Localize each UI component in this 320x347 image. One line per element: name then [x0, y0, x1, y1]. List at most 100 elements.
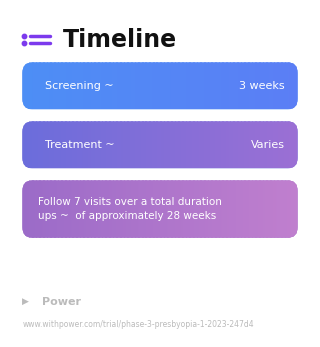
- Bar: [44, 121, 46, 168]
- Bar: [22, 180, 24, 238]
- Bar: [31, 62, 33, 109]
- Bar: [79, 121, 81, 168]
- Bar: [31, 180, 33, 238]
- Bar: [247, 180, 249, 238]
- Bar: [244, 180, 246, 238]
- Bar: [97, 121, 99, 168]
- Bar: [232, 180, 234, 238]
- Bar: [214, 121, 216, 168]
- Bar: [159, 62, 161, 109]
- Bar: [131, 180, 133, 238]
- Bar: [250, 121, 252, 168]
- Bar: [295, 180, 297, 238]
- Bar: [233, 121, 235, 168]
- Bar: [36, 121, 38, 168]
- Bar: [258, 180, 260, 238]
- Bar: [58, 121, 60, 168]
- Bar: [214, 180, 216, 238]
- Bar: [42, 121, 44, 168]
- Bar: [285, 121, 287, 168]
- Bar: [238, 62, 240, 109]
- Bar: [140, 62, 141, 109]
- Bar: [278, 180, 280, 238]
- Bar: [232, 62, 234, 109]
- Bar: [47, 121, 49, 168]
- Bar: [65, 62, 67, 109]
- Text: Power: Power: [42, 297, 81, 307]
- Bar: [82, 121, 84, 168]
- Bar: [220, 62, 223, 109]
- Bar: [28, 62, 30, 109]
- Bar: [258, 121, 260, 168]
- Bar: [183, 180, 185, 238]
- Bar: [71, 121, 73, 168]
- Bar: [37, 121, 40, 168]
- Bar: [149, 62, 151, 109]
- Text: 3 weeks: 3 weeks: [239, 81, 285, 91]
- Bar: [101, 180, 103, 238]
- Bar: [170, 121, 172, 168]
- Bar: [155, 62, 156, 109]
- Bar: [128, 180, 130, 238]
- Bar: [108, 180, 110, 238]
- Bar: [174, 180, 176, 238]
- Bar: [32, 121, 34, 168]
- Bar: [32, 180, 34, 238]
- Bar: [182, 121, 184, 168]
- Bar: [73, 62, 75, 109]
- Bar: [165, 180, 168, 238]
- Bar: [77, 121, 79, 168]
- Bar: [46, 62, 48, 109]
- Bar: [291, 180, 293, 238]
- Bar: [64, 62, 66, 109]
- Bar: [88, 121, 91, 168]
- Bar: [271, 62, 274, 109]
- Bar: [122, 180, 124, 238]
- Bar: [236, 180, 238, 238]
- Text: Treatment ~: Treatment ~: [45, 140, 115, 150]
- Bar: [150, 62, 152, 109]
- Bar: [69, 62, 71, 109]
- Bar: [229, 121, 231, 168]
- Bar: [102, 62, 104, 109]
- FancyBboxPatch shape: [22, 121, 298, 168]
- Bar: [188, 62, 189, 109]
- Bar: [276, 62, 278, 109]
- Bar: [75, 62, 77, 109]
- Bar: [253, 121, 256, 168]
- Bar: [219, 121, 221, 168]
- Bar: [225, 62, 227, 109]
- Bar: [113, 180, 115, 238]
- Bar: [253, 62, 256, 109]
- Bar: [108, 62, 110, 109]
- Bar: [210, 180, 212, 238]
- Bar: [97, 180, 99, 238]
- Bar: [167, 180, 169, 238]
- Bar: [46, 121, 48, 168]
- Bar: [288, 121, 290, 168]
- Bar: [50, 121, 52, 168]
- Bar: [285, 62, 287, 109]
- Bar: [98, 180, 100, 238]
- Bar: [123, 180, 125, 238]
- Bar: [164, 121, 166, 168]
- Bar: [149, 121, 151, 168]
- Bar: [167, 121, 169, 168]
- Bar: [37, 180, 40, 238]
- Bar: [197, 121, 199, 168]
- Bar: [241, 121, 243, 168]
- Bar: [71, 180, 73, 238]
- Bar: [237, 62, 239, 109]
- Bar: [289, 180, 292, 238]
- Bar: [100, 121, 101, 168]
- Bar: [274, 121, 276, 168]
- Bar: [110, 121, 113, 168]
- Bar: [135, 180, 137, 238]
- Bar: [205, 121, 207, 168]
- Bar: [104, 121, 106, 168]
- Bar: [262, 62, 264, 109]
- Bar: [101, 121, 103, 168]
- Bar: [265, 62, 267, 109]
- Bar: [109, 180, 111, 238]
- Bar: [65, 121, 67, 168]
